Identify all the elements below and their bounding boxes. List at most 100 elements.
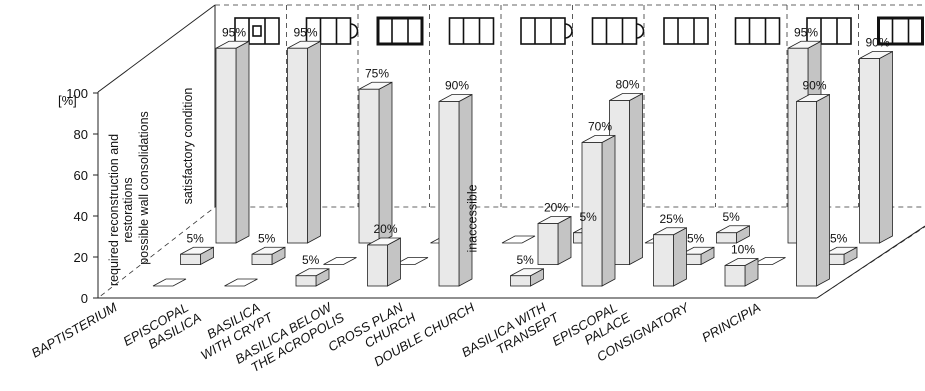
- y-tick-label-80: 80: [74, 127, 88, 142]
- bar-front: [251, 253, 273, 265]
- value-label: 5%: [723, 210, 741, 224]
- bar-9-1: [823, 246, 858, 266]
- category-label-0: BAPTISTERIUM: [29, 300, 120, 361]
- bar-5-1: [537, 215, 572, 266]
- bar-front: [287, 47, 308, 244]
- basilica-with-transept-plan-icon: [663, 17, 709, 45]
- series-label-0: required reconstruction andrestorations: [107, 134, 135, 286]
- episcopal-basilica-plan-icon: [305, 17, 359, 45]
- bar-5-0: [510, 268, 544, 287]
- value-label: 70%: [588, 120, 612, 134]
- y-tick-label-60: 60: [74, 168, 88, 183]
- baptisterium-plan-icon: [234, 17, 280, 45]
- bar-side: [235, 40, 250, 244]
- back-top-edge: [97, 4, 216, 93]
- series-label-1: possible wall consolidations: [137, 111, 151, 265]
- value-label: 5%: [580, 210, 598, 224]
- y-tick-label-100: 100: [66, 86, 88, 101]
- y-tick-label-20: 20: [74, 250, 88, 265]
- bar-side: [307, 40, 321, 244]
- value-label: 75%: [365, 66, 389, 80]
- bar-front: [510, 275, 531, 287]
- principia-plan-icon: [877, 16, 924, 46]
- bar-front: [796, 101, 817, 287]
- bar-front: [438, 101, 460, 287]
- value-label: 90%: [445, 79, 469, 93]
- bar-front: [724, 265, 746, 287]
- bar-front: [537, 223, 559, 265]
- bar-side: [557, 215, 572, 266]
- value-label: 20%: [374, 222, 398, 236]
- bar-4-0: [438, 93, 473, 287]
- bar-front: [358, 88, 380, 244]
- bar-7-0: [653, 227, 687, 287]
- double-church-plan-icon: [591, 17, 645, 45]
- bar-3-0: [367, 237, 401, 287]
- category-label-9: PRINCIPIA: [699, 300, 763, 345]
- annotation-inaccessible: inaccessible: [466, 184, 480, 252]
- bar-2-2: [358, 81, 393, 244]
- bar-8-0: [724, 257, 759, 287]
- value-label: 5%: [258, 231, 276, 245]
- consignatory-plan-icon: [806, 17, 852, 45]
- bars: [152, 40, 893, 287]
- value-label: 10%: [731, 243, 755, 257]
- bar-1-2: [287, 40, 321, 244]
- bar-9-2: [859, 50, 893, 244]
- value-label: 95%: [222, 25, 246, 39]
- bar-side: [816, 93, 830, 287]
- bar-side: [629, 92, 643, 266]
- bar-front: [581, 142, 603, 287]
- bar-1-1: [251, 246, 286, 266]
- bar-9-0: [796, 93, 830, 287]
- value-label: 20%: [544, 201, 568, 215]
- category-label-1: EPISCOPALBASILICA: [121, 297, 204, 362]
- basilica-below-acropolis-plan-icon: [448, 17, 495, 45]
- bar-front: [716, 232, 737, 244]
- y-tick-label-40: 40: [74, 209, 88, 224]
- value-label: 5%: [687, 231, 705, 245]
- value-label: 5%: [517, 253, 535, 267]
- y-tick-label-0: 0: [81, 291, 88, 306]
- value-label: 95%: [294, 25, 318, 39]
- empty-tile: [323, 257, 357, 265]
- empty-tile: [501, 235, 536, 244]
- bar-front: [367, 244, 388, 287]
- bar-front: [215, 47, 237, 244]
- value-label: 95%: [794, 25, 818, 39]
- empty-tile: [152, 278, 187, 287]
- basilica-with-crypt-plan-icon: [376, 16, 424, 46]
- bar-side: [601, 134, 616, 287]
- bar-6-0: [581, 134, 616, 287]
- value-labels: 95% 95% 75% 5% 5% 95% 90% 5% 5% inaccessible 20% 80…: [187, 25, 890, 267]
- category-label-6: BASILICA WITHTRANSEPT: [459, 296, 562, 373]
- value-label: 25%: [660, 212, 684, 226]
- bar-side: [879, 50, 893, 244]
- value-label: 90%: [866, 36, 890, 50]
- value-label: 5%: [830, 231, 848, 245]
- bar-7-2: [716, 225, 750, 244]
- bar-front: [653, 234, 674, 287]
- empty-tile: [752, 257, 786, 265]
- value-label: 5%: [302, 253, 320, 267]
- bar-side: [378, 81, 393, 244]
- value-label: 90%: [803, 79, 827, 93]
- bar-side: [673, 227, 687, 287]
- bar-side: [387, 237, 401, 287]
- bar-front: [180, 253, 201, 265]
- value-label: 5%: [187, 231, 205, 245]
- bar-0-2: [215, 40, 250, 244]
- depth-axis-line: [816, 225, 925, 299]
- floor-plans: [234, 16, 924, 46]
- cross-plan-church-plan-icon: [520, 17, 573, 45]
- episcopal-palace-plan-icon: [734, 17, 781, 45]
- empty-tile: [224, 278, 258, 287]
- value-label: 80%: [616, 78, 640, 92]
- bar-2-0: [295, 268, 330, 287]
- series-label-2: satisfactory condition: [181, 88, 195, 205]
- bar-front: [859, 58, 880, 244]
- chart-frame: [93, 4, 925, 299]
- bar-0-1: [180, 246, 214, 266]
- y-axis-label: [%]: [58, 93, 77, 108]
